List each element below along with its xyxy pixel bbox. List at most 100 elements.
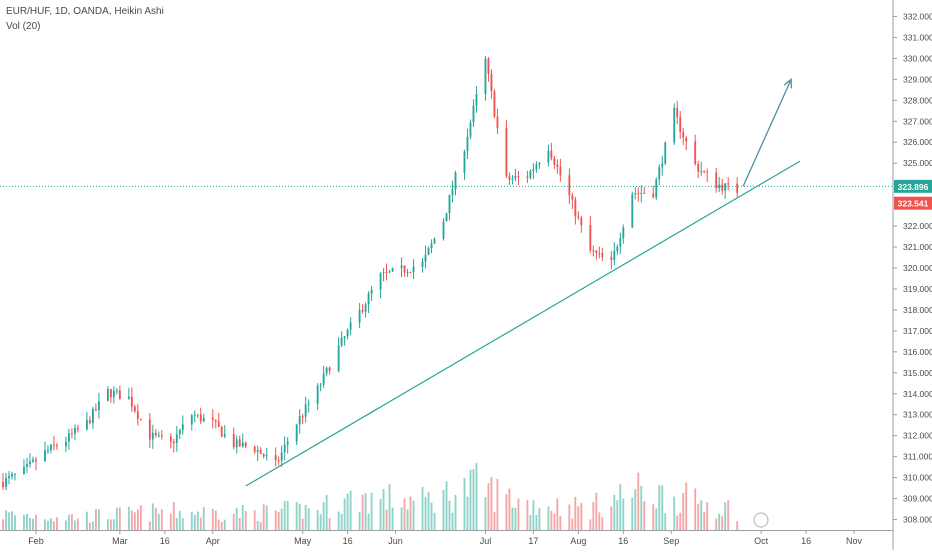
volume-bar: [643, 501, 646, 530]
price-tick-label: 319.000: [903, 284, 932, 294]
time-tick-label: Nov: [846, 536, 863, 546]
volume-bar: [568, 504, 571, 530]
volume-bar: [118, 507, 121, 530]
volume-bar: [316, 509, 319, 530]
volume-indicator-label[interactable]: Vol (20): [6, 21, 41, 32]
volume-bar: [172, 502, 175, 530]
volume-bar: [23, 514, 25, 530]
candle-body: [325, 367, 328, 374]
candle-body: [619, 238, 622, 247]
volume-bar: [241, 504, 244, 530]
volume-bar: [598, 512, 601, 530]
time-axis[interactable]: Feb Mar 16 Apr May 16 Jun Jul 17 Aug 16 Sep Oct 16 Nov: [0, 530, 893, 546]
volume-bar: [445, 481, 448, 530]
volume-bar: [640, 485, 643, 530]
candle-body: [343, 336, 346, 338]
volume-bar: [14, 515, 16, 530]
candle-body: [67, 433, 70, 442]
candle-body: [217, 421, 220, 427]
volume-bar: [718, 513, 721, 530]
candle-body: [655, 179, 658, 198]
volume-bar: [202, 507, 205, 530]
volume-bar: [298, 503, 301, 530]
price-tick-label: 322.000: [903, 221, 932, 231]
volume-bar: [442, 489, 445, 530]
candle-body: [490, 73, 493, 92]
candle-body: [700, 171, 703, 173]
volume-bar: [343, 498, 346, 530]
volume-bar: [94, 509, 97, 530]
candle-body: [559, 166, 562, 176]
candle-body: [487, 58, 490, 74]
candle-body: [232, 433, 235, 448]
volume-bar: [382, 489, 385, 530]
symbol-title: EUR/HUF, 1D, OANDA, Heikin Ashi: [6, 6, 164, 17]
candle-body: [652, 193, 655, 198]
trendline[interactable]: [245, 160, 801, 487]
volume-bar: [88, 522, 91, 530]
candle-body: [307, 403, 310, 405]
candle-body: [259, 450, 262, 454]
volume-bar: [304, 505, 307, 530]
volume-bar: [160, 509, 163, 530]
candle-body: [616, 246, 619, 252]
candle-body: [379, 273, 382, 290]
candle-body: [463, 151, 466, 173]
candle-body: [44, 450, 46, 462]
price-axis[interactable]: 308.000 309.000 310.000 311.000 312.000 313.0…: [892, 0, 932, 550]
candle-body: [76, 428, 79, 430]
price-tick-label: 312.000: [903, 431, 932, 441]
volume-bar: [391, 507, 394, 530]
candle-body: [148, 419, 151, 440]
volume-bar: [472, 469, 475, 530]
volume-bar: [610, 506, 613, 530]
candle-body: [85, 420, 88, 430]
candle-body: [238, 439, 241, 447]
candle-body: [553, 157, 556, 165]
candle-body: [592, 250, 595, 252]
candle-body: [109, 388, 112, 398]
candle-body: [568, 175, 571, 196]
volume-bar: [259, 522, 262, 530]
volume-bar: [67, 514, 70, 530]
candle-body: [736, 183, 739, 193]
volume-bar: [112, 519, 115, 530]
candle-body: [169, 436, 172, 442]
volume-bar: [721, 516, 724, 530]
candle-body: [214, 419, 217, 422]
candle-body: [115, 390, 118, 392]
candle-body: [685, 137, 688, 142]
candle-body: [181, 424, 184, 430]
volume-bar: [508, 488, 511, 530]
volume-bar: [679, 512, 682, 530]
candle-body: [56, 445, 58, 447]
projection-arrow[interactable]: [742, 79, 792, 187]
volume-bar: [307, 508, 310, 530]
candle-body: [571, 195, 574, 200]
candle-body: [661, 163, 664, 168]
volume-bar: [328, 518, 331, 530]
candle-body: [280, 452, 283, 461]
candle-body: [301, 416, 304, 418]
candle-body: [328, 367, 331, 371]
price-tick-label: 330.000: [903, 53, 932, 63]
volume-bar: [235, 507, 238, 530]
time-tick-label: 17: [528, 536, 538, 546]
candle-body: [556, 164, 559, 167]
volume-bar: [490, 477, 493, 530]
candle-body: [340, 337, 343, 346]
volume-bar: [211, 509, 214, 530]
price-labels: 323.896 323.541: [753, 179, 932, 528]
candle-body: [385, 272, 388, 274]
volume-bar: [631, 497, 634, 530]
volume-bar: [487, 483, 490, 530]
volume-bar: [430, 502, 433, 530]
candle-body: [64, 441, 67, 447]
candle-body: [196, 414, 199, 416]
candle-body: [346, 329, 349, 337]
volume-bar: [634, 489, 637, 530]
volume-bar: [181, 518, 184, 530]
candle-body: [178, 429, 181, 435]
